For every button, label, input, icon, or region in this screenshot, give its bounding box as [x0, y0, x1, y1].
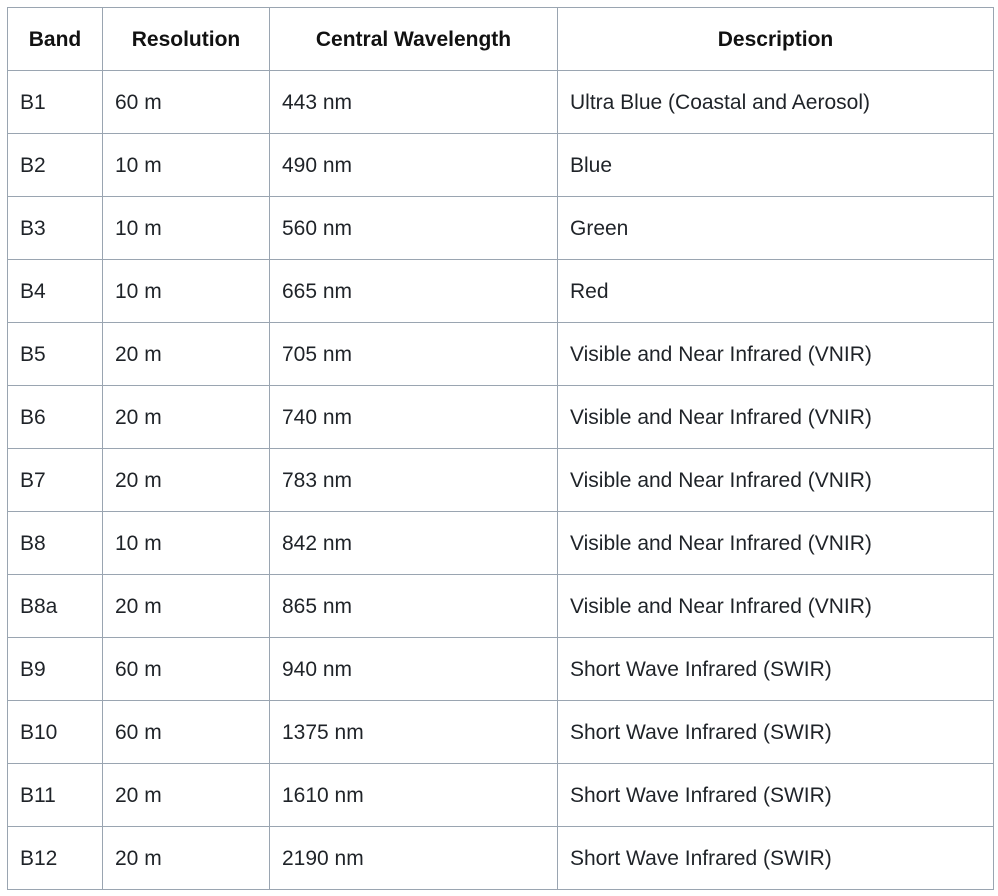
- resolution-cell: 60 m: [102, 637, 270, 701]
- band-table: Band Resolution Central Wavelength Descr…: [7, 7, 994, 890]
- description-cell: Red: [557, 259, 994, 323]
- resolution-cell: 20 m: [102, 574, 270, 638]
- band-cell: B8: [7, 511, 103, 575]
- description-cell: Short Wave Infrared (SWIR): [557, 763, 994, 827]
- header-description: Description: [557, 7, 994, 71]
- band-cell: B2: [7, 133, 103, 197]
- table-row: B1 60 m 443 nm Ultra Blue (Coastal and A…: [7, 70, 994, 134]
- description-cell: Visible and Near Infrared (VNIR): [557, 448, 994, 512]
- wavelength-cell: 443 nm: [269, 70, 558, 134]
- table-row: B7 20 m 783 nm Visible and Near Infrared…: [7, 448, 994, 512]
- table-row: B2 10 m 490 nm Blue: [7, 133, 994, 197]
- band-cell: B9: [7, 637, 103, 701]
- description-cell: Blue: [557, 133, 994, 197]
- wavelength-cell: 1375 nm: [269, 700, 558, 764]
- table-row: B8 10 m 842 nm Visible and Near Infrared…: [7, 511, 994, 575]
- resolution-cell: 20 m: [102, 385, 270, 449]
- wavelength-cell: 1610 nm: [269, 763, 558, 827]
- wavelength-cell: 865 nm: [269, 574, 558, 638]
- band-cell: B4: [7, 259, 103, 323]
- table-row: B6 20 m 740 nm Visible and Near Infrared…: [7, 385, 994, 449]
- wavelength-cell: 740 nm: [269, 385, 558, 449]
- band-cell: B10: [7, 700, 103, 764]
- table-header: Band Resolution Central Wavelength Descr…: [7, 7, 994, 71]
- resolution-cell: 20 m: [102, 322, 270, 386]
- table-row: B11 20 m 1610 nm Short Wave Infrared (SW…: [7, 763, 994, 827]
- resolution-cell: 10 m: [102, 196, 270, 260]
- resolution-cell: 20 m: [102, 763, 270, 827]
- resolution-cell: 20 m: [102, 448, 270, 512]
- wavelength-cell: 2190 nm: [269, 826, 558, 890]
- band-cell: B7: [7, 448, 103, 512]
- wavelength-cell: 842 nm: [269, 511, 558, 575]
- band-cell: B6: [7, 385, 103, 449]
- band-cell: B5: [7, 322, 103, 386]
- description-cell: Green: [557, 196, 994, 260]
- header-band: Band: [7, 7, 103, 71]
- table-row: B12 20 m 2190 nm Short Wave Infrared (SW…: [7, 826, 994, 890]
- header-row: Band Resolution Central Wavelength Descr…: [7, 7, 994, 71]
- table-row: B8a 20 m 865 nm Visible and Near Infrare…: [7, 574, 994, 638]
- resolution-cell: 20 m: [102, 826, 270, 890]
- description-cell: Short Wave Infrared (SWIR): [557, 637, 994, 701]
- header-central-wavelength: Central Wavelength: [269, 7, 558, 71]
- wavelength-cell: 490 nm: [269, 133, 558, 197]
- wavelength-cell: 940 nm: [269, 637, 558, 701]
- band-cell: B8a: [7, 574, 103, 638]
- band-cell: B12: [7, 826, 103, 890]
- resolution-cell: 10 m: [102, 511, 270, 575]
- resolution-cell: 60 m: [102, 70, 270, 134]
- table-row: B9 60 m 940 nm Short Wave Infrared (SWIR…: [7, 637, 994, 701]
- description-cell: Visible and Near Infrared (VNIR): [557, 385, 994, 449]
- description-cell: Visible and Near Infrared (VNIR): [557, 322, 994, 386]
- description-cell: Visible and Near Infrared (VNIR): [557, 511, 994, 575]
- resolution-cell: 60 m: [102, 700, 270, 764]
- description-cell: Short Wave Infrared (SWIR): [557, 826, 994, 890]
- header-resolution: Resolution: [102, 7, 270, 71]
- wavelength-cell: 665 nm: [269, 259, 558, 323]
- resolution-cell: 10 m: [102, 259, 270, 323]
- table-row: B5 20 m 705 nm Visible and Near Infrared…: [7, 322, 994, 386]
- wavelength-cell: 783 nm: [269, 448, 558, 512]
- table-row: B10 60 m 1375 nm Short Wave Infrared (SW…: [7, 700, 994, 764]
- wavelength-cell: 560 nm: [269, 196, 558, 260]
- table-row: B3 10 m 560 nm Green: [7, 196, 994, 260]
- band-cell: B3: [7, 196, 103, 260]
- description-cell: Visible and Near Infrared (VNIR): [557, 574, 994, 638]
- wavelength-cell: 705 nm: [269, 322, 558, 386]
- resolution-cell: 10 m: [102, 133, 270, 197]
- description-cell: Short Wave Infrared (SWIR): [557, 700, 994, 764]
- table-body: B1 60 m 443 nm Ultra Blue (Coastal and A…: [7, 70, 994, 890]
- description-cell: Ultra Blue (Coastal and Aerosol): [557, 70, 994, 134]
- band-cell: B1: [7, 70, 103, 134]
- band-cell: B11: [7, 763, 103, 827]
- table-row: B4 10 m 665 nm Red: [7, 259, 994, 323]
